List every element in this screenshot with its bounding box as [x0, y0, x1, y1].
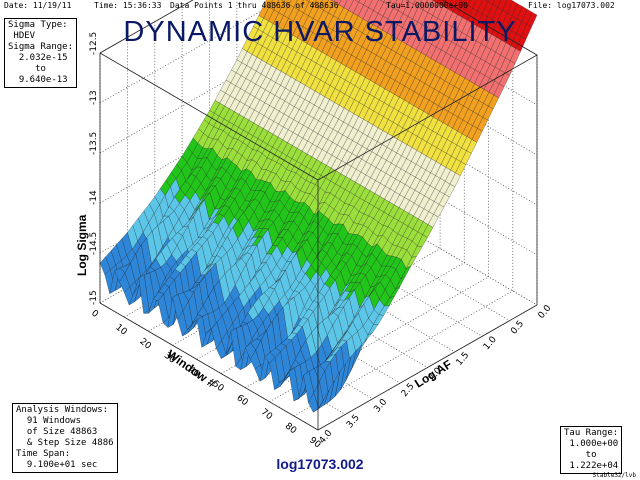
window-tick-label: 10 — [113, 323, 128, 338]
box-edge — [441, 0, 538, 56]
tau-range-to: to — [564, 450, 597, 460]
program-label: Stable32/lvb — [592, 472, 636, 479]
header-file: File: log17073.002 — [528, 1, 615, 10]
sigma-type-label: Sigma Type: — [8, 20, 68, 30]
log-af-tick-label: 0.0 — [537, 303, 554, 321]
log-af-tick-label: 2.5 — [400, 382, 417, 399]
plot-box-frame — [99, 0, 538, 431]
log-sigma-axis-label: Log Sigma — [75, 214, 89, 276]
box-edge — [99, 302, 319, 431]
box-edge — [99, 0, 194, 54]
analysis-windows-count: 91 Windows — [16, 416, 82, 426]
chart-title: DYNAMIC HVAR STABILITY — [123, 16, 517, 48]
analysis-window-size: of Size 48863 — [16, 427, 98, 437]
window-axis-label: Window # — [164, 347, 218, 391]
log-sigma-tick-label: -14 — [89, 190, 99, 205]
log-af-tick-label: 1.0 — [482, 335, 499, 353]
log-sigma-tick-label: -13.5 — [89, 132, 99, 155]
log-af-axis-label: Log AF — [412, 357, 454, 391]
sigma-range-min: 2.032e-15 — [8, 53, 68, 63]
window-tick-label: 70 — [259, 407, 274, 422]
sigma-range-label: Sigma Range: — [8, 42, 74, 52]
analysis-windows-label: Analysis Windows: — [16, 405, 109, 415]
window-tick-label: 60 — [234, 393, 249, 408]
log-af-tick-label: 1.5 — [455, 350, 472, 367]
sigma-range-max: 9.640e-13 — [8, 75, 68, 85]
tau-range-min: 1.000e+00 — [564, 439, 619, 449]
header-data-points: Data Points 1 thru 488636 of 488636 — [170, 1, 339, 10]
analysis-step-size: & Step Size 4886 — [16, 438, 114, 448]
window-tick-label: 20 — [138, 337, 153, 352]
surface — [99, 0, 538, 413]
axis-ticks: 01020304050607080900.00.51.01.52.02.53.0… — [89, 32, 554, 451]
log-af-tick-label: 3.0 — [372, 397, 389, 415]
log-sigma-tick-label: -12.5 — [89, 32, 99, 55]
tau-range-max: 1.222e+04 — [564, 461, 619, 471]
sigma-info-box: Sigma Type: HDEV Sigma Range: 2.032e-15 t… — [4, 18, 78, 88]
time-span-label: Time Span: — [16, 449, 71, 459]
log-sigma-tick-label: -13 — [89, 90, 99, 105]
sigma-type-value: HDEV — [8, 31, 36, 41]
log-af-tick-label: 0.5 — [509, 319, 526, 336]
log-sigma-tick-label: -15 — [89, 290, 99, 305]
file-name-label: log17073.002 — [276, 456, 364, 472]
sigma-range-to: to — [8, 64, 46, 74]
grid-line — [99, 0, 282, 104]
analysis-info-box: Analysis Windows: 91 Windows of Size 488… — [12, 403, 118, 473]
box-edge — [317, 54, 538, 181]
log-sigma-tick-label: -14.5 — [89, 232, 99, 255]
time-span-value: 9.100e+01 sec — [16, 460, 98, 470]
header-tau: Tau=1.0000000e+00 — [386, 1, 468, 10]
log-af-tick-label: 3.5 — [345, 413, 362, 430]
box-edge — [317, 304, 538, 431]
window-tick-label: 0 — [89, 308, 100, 320]
tau-info-box: Tau Range: 1.000e+00 to 1.222e+04 — [560, 426, 623, 474]
header-time: Time: 15:36:33 — [94, 1, 162, 10]
window-tick-label: 80 — [283, 421, 298, 436]
tau-range-label: Tau Range: — [564, 428, 619, 438]
header-date: Date: 11/19/11 — [4, 1, 72, 10]
box-edge — [99, 52, 319, 181]
